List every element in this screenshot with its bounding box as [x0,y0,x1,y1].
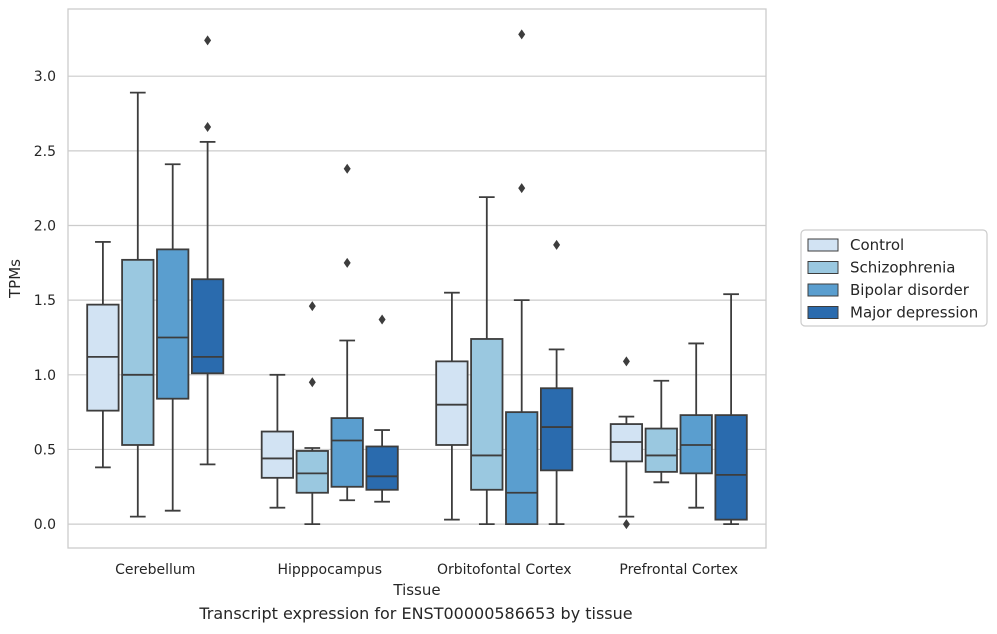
outlier-point [553,239,561,250]
box-body [365,445,399,491]
legend-label: Schizophrenia [850,259,955,277]
x-tick-labels: Cerebellum Hipppocampus Orbitofontal Corte… [115,562,738,578]
box [86,241,120,469]
legend-label: Control [850,236,904,254]
box-body [330,417,364,488]
legend-swatch [807,261,839,274]
outlier-point [343,163,351,174]
box-body [295,450,329,494]
box [644,379,678,484]
box [714,293,748,526]
box-body [470,338,504,491]
box [505,29,539,526]
chart-caption: Transcript expression for ENST0000058665… [199,604,633,623]
outlier-point [343,257,351,268]
legend-swatch [807,306,839,319]
y-tick-label: 3.0 [34,69,56,85]
legend-label: Bipolar disorder [850,281,970,299]
outlier-point [308,377,316,388]
box [190,35,225,466]
outlier-point [518,183,526,194]
outlier-point [378,314,386,325]
outlier-point [518,29,526,40]
box [539,239,574,526]
y-tick-label: 0.5 [34,442,56,458]
legend: Control Schizophrenia Bipolar disorder Majo… [800,229,988,327]
x-axis-label: Tissue [392,581,440,599]
box-body [505,411,539,526]
box-body [714,414,748,521]
box-body [156,248,190,400]
box [679,342,713,509]
x-tick-label: Orbitofontal Cortex [437,562,572,578]
outlier-point [622,356,630,367]
outlier-point [622,519,630,530]
outlier-point [308,301,316,312]
box [121,91,155,518]
box-plot-series [86,29,748,530]
legend-swatch [807,283,839,297]
box-body [260,430,295,479]
box [260,373,295,509]
legend-box [800,229,988,327]
box [365,314,399,503]
box [295,301,329,526]
x-tick-label: Hipppocampus [277,562,382,578]
box [609,356,644,530]
x-tick-label: Prefrontal Cortex [619,562,738,578]
y-tick-label: 1.0 [34,368,56,384]
box-body [121,258,155,446]
x-tick-label: Cerebellum [115,562,195,578]
box [435,291,469,521]
box-body [644,427,678,473]
box-body [435,360,469,446]
box-body [190,278,225,375]
box [470,196,504,526]
box [330,163,364,502]
box [156,163,190,512]
legend-label: Major depression [850,304,978,322]
outlier-point [204,121,212,132]
y-tick-labels: 0.0 0.5 1.0 1.5 2.0 2.5 3.0 [34,69,56,533]
legend-swatch [807,238,839,252]
y-tick-label: 0.0 [34,517,56,533]
box-body [539,387,574,472]
outlier-point [204,35,212,46]
y-tick-label: 1.5 [34,293,56,309]
y-tick-label: 2.5 [34,144,56,160]
y-tick-label: 2.0 [34,218,56,234]
y-axis-label: TPMs [6,259,24,299]
plot-frame [67,8,767,549]
